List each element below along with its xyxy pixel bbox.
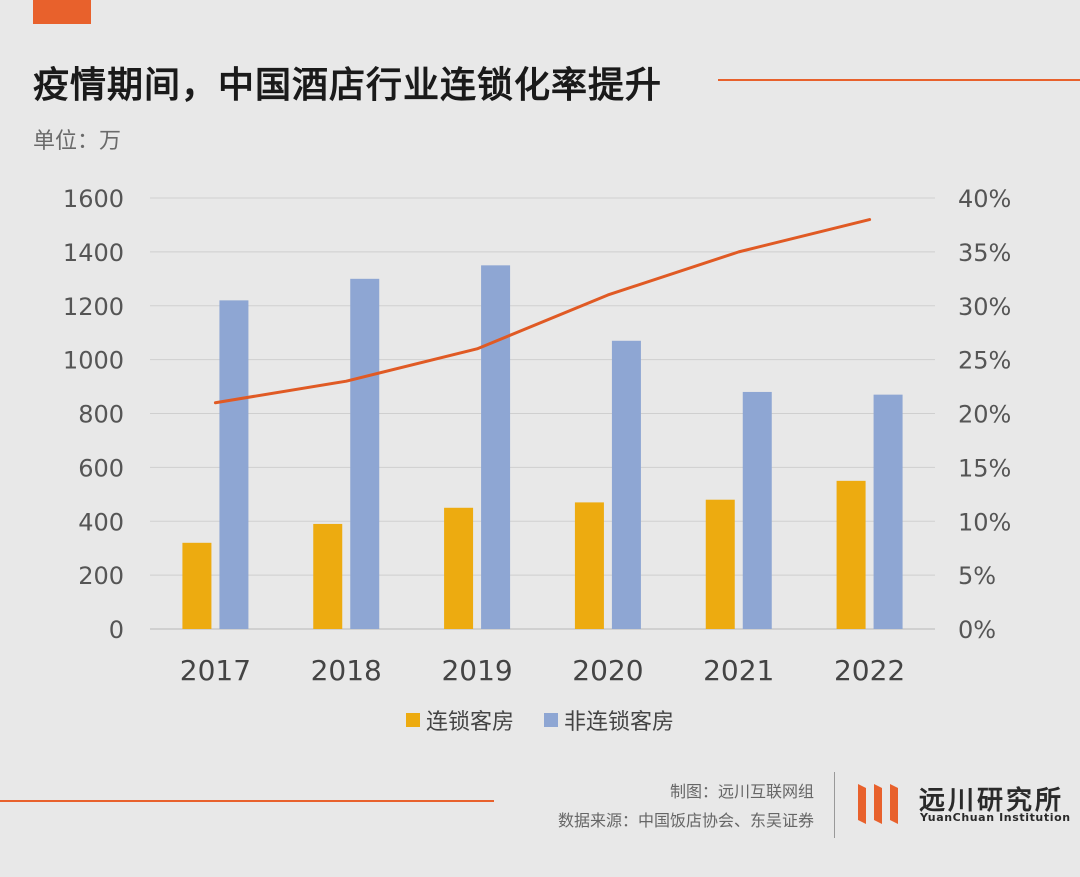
y-right-tick-label: 35% [958,239,1011,267]
x-tick-label: 2020 [572,654,643,687]
footer-rule [0,800,494,802]
x-tick-label: 2018 [311,654,382,687]
bar-nonchain [219,300,249,629]
y-left-tick-label: 1400 [63,239,124,267]
y-left-tick-label: 800 [78,401,124,429]
bar-chain [313,523,343,629]
legend-swatch-nonchain [544,713,558,727]
logo-subtext: YuanChuan Institution [920,811,1071,824]
y-left-tick-label: 600 [78,454,124,482]
bar-chain [444,507,474,629]
y-right-tick-label: 5% [958,562,996,590]
bar-nonchain [742,391,772,629]
source-text: 数据来源：中国饭店协会、东吴证券 [557,811,814,830]
chain-rate-line [213,218,872,405]
y-left-tick-label: 0 [109,616,124,644]
bar-chain [836,480,866,629]
title-rule [718,79,1080,81]
chart-title: 疫情期间，中国酒店行业连锁化率提升 [33,65,663,106]
accent-block [33,0,91,24]
y-right-tick-label: 30% [958,293,1011,321]
y-right-tick-label: 20% [958,401,1011,429]
y-left-tick-label: 200 [78,562,124,590]
legend: 连锁客房 非连锁客房 [0,704,1080,736]
legend-label-nonchain: 非连锁客房 [564,710,675,735]
x-tick-label: 2022 [834,654,905,687]
y-right-tick-label: 15% [958,454,1011,482]
bar-nonchain [873,394,903,629]
bar-nonchain [611,340,641,629]
legend-item-chain: 连锁客房 [405,704,514,736]
y-right-tick-label: 10% [958,508,1011,536]
unit-label: 单位：万 [33,129,122,154]
legend-label-chain: 连锁客房 [425,710,514,735]
bar-chain [574,502,604,629]
y-left-tick-label: 400 [78,508,124,536]
bar-nonchain [350,278,380,629]
legend-swatch-chain [405,713,420,727]
y-left-tick-label: 1000 [63,347,124,375]
bar-chain [182,542,212,629]
y-right-tick-label: 0% [958,616,996,644]
x-tick-label: 2019 [441,654,512,687]
logo-text: 远川研究所 [919,786,1065,816]
footer-divider [834,772,835,838]
bar-chain [705,499,735,629]
x-tick-label: 2021 [703,654,774,687]
credit-text: 制图：远川互联网组 [669,782,814,801]
y-left-tick-label: 1600 [63,185,124,213]
y-right-tick-label: 40% [958,185,1011,213]
logo-mark-icon [858,784,898,824]
legend-item-nonchain: 非连锁客房 [544,704,674,736]
y-right-tick-label: 25% [958,347,1011,375]
y-left-tick-label: 1200 [63,293,124,321]
bar-nonchain [481,265,511,629]
chart: 0 200 400 600 800 1000 1200 1400 1600 0% 5% 10% 15% 2… [63,185,1011,687]
x-tick-label: 2017 [180,654,251,687]
